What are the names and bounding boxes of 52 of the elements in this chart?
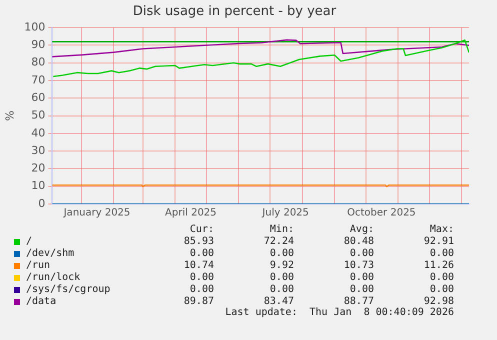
legend-label: /: [26, 236, 32, 247]
text: 0.00: [348, 248, 374, 259]
text: 9.92: [268, 260, 294, 271]
text: 92.98: [422, 296, 454, 307]
x-tick-label: July 2025: [261, 208, 309, 219]
x-tick-label: April 2025: [165, 208, 217, 219]
y-tick-label: 0: [38, 196, 46, 210]
text: 0.00: [188, 248, 214, 259]
legend-label: /run: [26, 260, 50, 271]
x-tick-label: October 2025: [347, 208, 416, 219]
y-tick-label: 100: [24, 20, 46, 34]
text: 0.00: [188, 284, 214, 295]
chart-title: Disk usage in percent - by year: [132, 4, 337, 20]
x-tick-label: January 2025: [62, 208, 130, 219]
y-tick-label: 70: [31, 73, 46, 86]
text: 83.47: [262, 296, 294, 307]
text: 72.24: [262, 236, 294, 247]
y-tick-label: 80: [31, 56, 46, 69]
legend-label: /data: [26, 296, 56, 307]
text: 10.74: [182, 260, 214, 271]
y-tick-label: 10: [31, 179, 46, 192]
text: 89.87: [182, 296, 214, 307]
text: 0.00: [268, 248, 294, 259]
legend-label: /dev/shm: [26, 248, 74, 259]
text: 92.91: [422, 236, 454, 247]
text: Last update: Thu Jan 8 00:40:09 2026: [224, 307, 454, 318]
text: Max:: [428, 224, 454, 235]
text: 10.73: [342, 260, 374, 271]
legend-label: /run/lock: [26, 272, 80, 283]
text: 0.00: [348, 272, 374, 283]
y-tick-label: 40: [31, 126, 46, 140]
text: Cur:: [188, 224, 214, 235]
y-tick-label: 90: [31, 38, 46, 52]
text: Avg:: [348, 224, 374, 235]
y-tick-label: 50: [31, 108, 46, 122]
y-tick-label: 30: [31, 144, 46, 157]
y-tick-label: 20: [31, 162, 46, 175]
text: 80.48: [342, 236, 374, 247]
text: 88.77: [342, 296, 374, 307]
text: 85.93: [182, 236, 214, 247]
text: 0.00: [188, 272, 214, 283]
text: 0.00: [428, 284, 454, 295]
text: 0.00: [268, 272, 294, 283]
legend-label: /sys/fs/cgroup: [26, 284, 110, 295]
text: 0.00: [268, 284, 294, 295]
text: Min:: [268, 224, 294, 235]
text: 0.00: [428, 248, 454, 259]
text: 0.00: [428, 272, 454, 283]
text: 11.26: [422, 260, 454, 271]
y-axis-title: %: [3, 110, 16, 122]
y-tick-label: 60: [31, 91, 46, 104]
text: 0.00: [348, 284, 374, 295]
